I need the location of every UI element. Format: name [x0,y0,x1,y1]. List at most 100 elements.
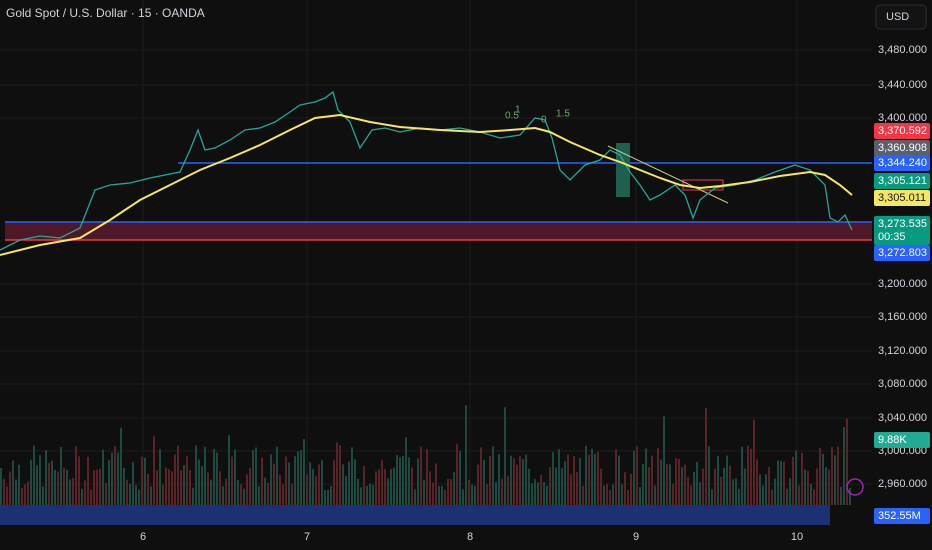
volume-bar [660,459,662,505]
volume-bar [135,485,137,505]
volume-bar [273,463,275,505]
volume-bar [561,468,563,505]
volume-bar [387,478,389,505]
price-tag: 3,370.592 [878,125,927,137]
price-tag-bg [874,173,930,189]
volume-bar [321,460,323,505]
price-tag: 3,344.240 [878,157,927,169]
volume-bar [153,436,155,505]
volume-bar [381,459,383,505]
volume-bar [18,464,20,505]
volume-bar [12,460,14,505]
volume-bar [111,452,113,505]
volume-bar [444,489,446,505]
volume-bar [27,481,29,505]
volume-bar [204,446,206,505]
volume-bar [723,468,725,505]
volume-bar [729,465,731,505]
volume-bar [657,448,659,505]
volume-bar [591,448,593,505]
volume-bar [720,476,722,505]
time-label: 7 [304,531,310,543]
volume-bar [237,479,239,505]
volume-bar [528,468,530,505]
volume-bar [825,467,827,505]
volume-bar [525,454,527,505]
volume-bar [291,483,293,505]
volume-bar [396,454,398,505]
volume-bar [432,482,434,505]
volume-bar [114,446,116,505]
fib-label: 1 [515,105,521,116]
price-label: 3,480.000 [878,44,927,56]
volume-bar [15,479,17,505]
moving-average [0,113,853,256]
volume-bar [384,469,386,505]
volume-bar [279,474,281,505]
volume-bar [666,463,668,505]
indicator-icon[interactable] [846,478,864,496]
volume-bar [372,484,374,505]
volume-bar [702,468,704,505]
volume-bar [663,416,665,505]
volume-bar [690,485,692,505]
volume-bar [120,427,122,505]
volume-bar [141,456,143,505]
volume-bar [507,475,509,505]
volume-bar [285,456,287,505]
volume-bar [390,469,392,505]
volume-bar [543,482,545,505]
volume-bar [816,468,818,505]
volume-bar [351,447,353,505]
volume-bar [345,476,347,505]
currency-label: USD [886,11,909,23]
volume-bar [612,484,614,505]
time-label: 9 [633,531,639,543]
volume-bar [849,487,851,505]
volume-bar [708,446,710,505]
volume-bar [483,460,485,505]
volume-bar [252,450,254,505]
volume-bar [9,471,11,505]
volume-bar [207,472,209,505]
volume-bar [693,471,695,505]
price-tag: 3,273.535 [878,218,927,230]
volume-bar [267,482,269,505]
volume-bar [828,469,830,505]
price-label: 3,120.000 [878,345,927,357]
volume-bar [312,469,314,505]
volume-bar [60,447,62,505]
volume-bar [138,489,140,505]
volume-bar [315,476,317,505]
volume-bar [819,447,821,505]
volume-bar [339,445,341,505]
volume-bar [738,488,740,505]
volume-bar [306,474,308,505]
volume-bar [354,459,356,505]
volume-bar [270,454,272,505]
volume-bar [639,486,641,505]
volume-bar [99,468,101,505]
volume-bar [21,487,23,505]
price-tag-bg [874,508,930,524]
volume-bar [837,446,839,505]
currency-button[interactable] [875,4,927,30]
volume-bar [348,461,350,505]
price-label: 3,200.000 [878,278,927,290]
volume-bar [807,470,809,505]
volume-bar [498,454,500,505]
volume-bar [783,461,785,505]
volume-bar [492,446,494,505]
volume-bar [465,405,467,505]
volume-bar [786,488,788,505]
volume-bar [129,483,131,505]
volume-bar [282,484,284,505]
volume-bar [582,485,584,505]
volume-bar [324,489,326,505]
volume-bar [762,485,764,505]
volume-bar [615,449,617,505]
volume-bar [681,467,683,505]
volume-bar [36,465,38,505]
volume-bar [96,469,98,505]
volume-bar [261,457,263,505]
